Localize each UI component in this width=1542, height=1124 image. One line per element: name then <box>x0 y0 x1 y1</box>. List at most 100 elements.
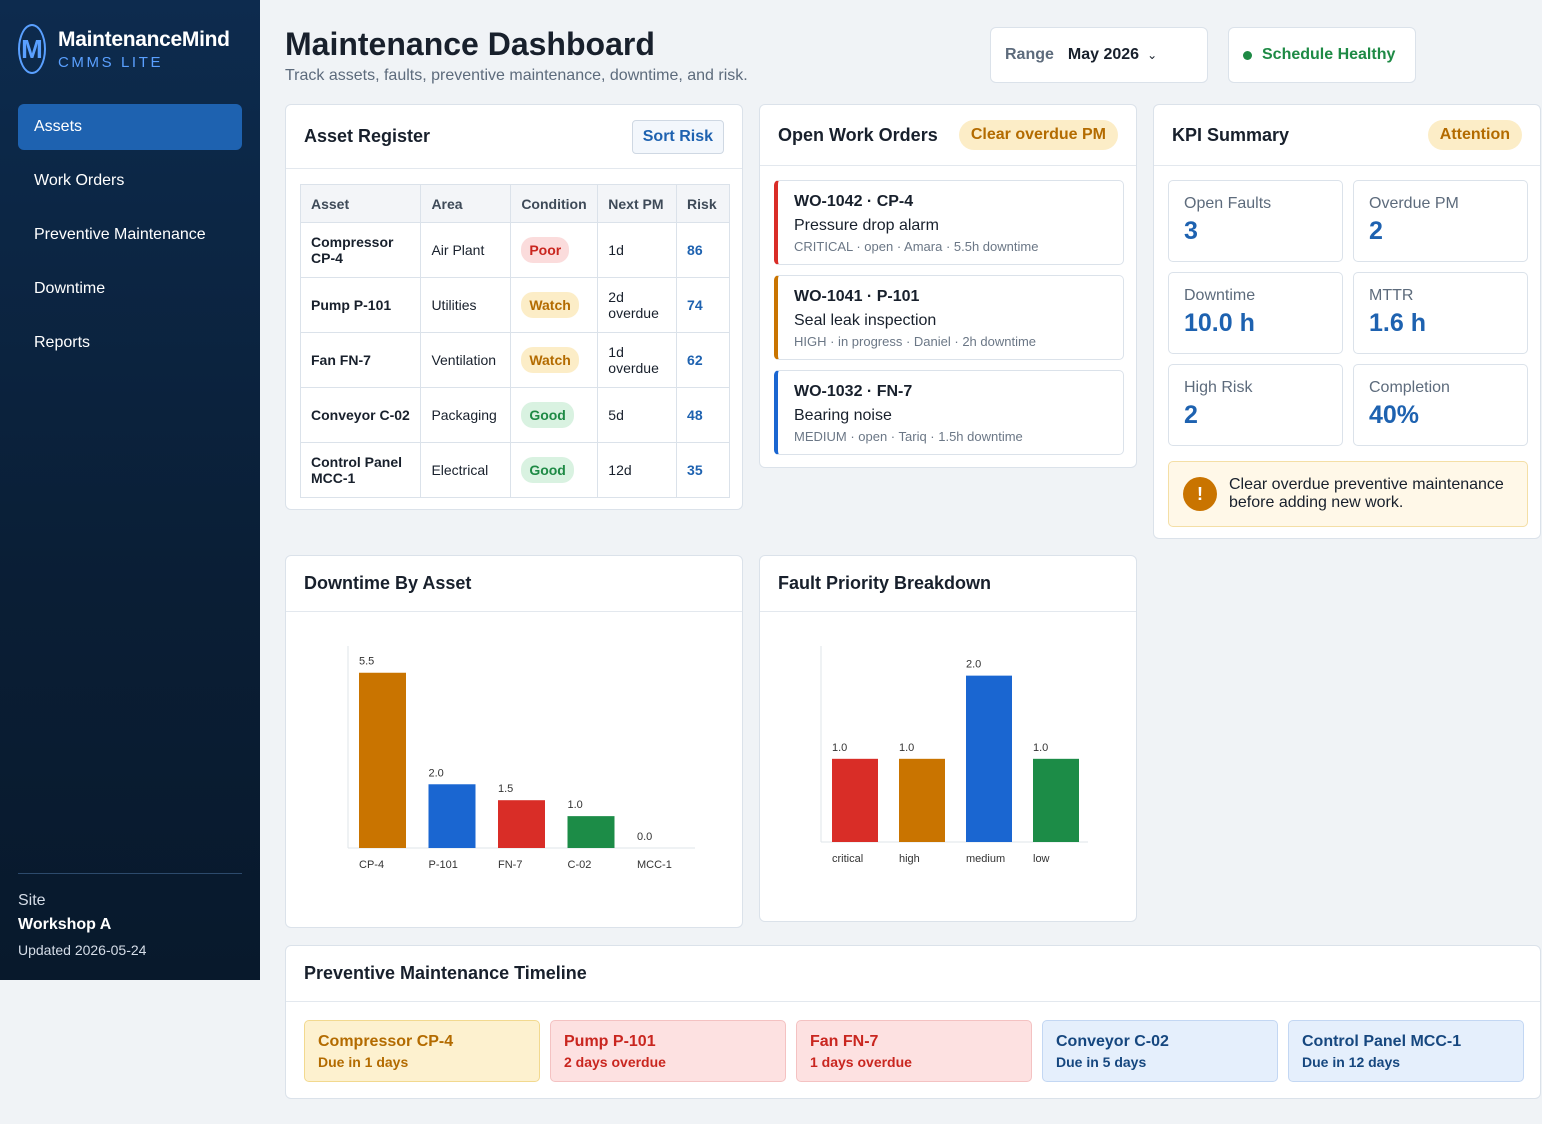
column-header-risk[interactable]: Risk <box>676 184 730 223</box>
condition-badge: Watch <box>521 292 579 318</box>
bar-CP-4[interactable] <box>359 672 406 848</box>
sidebar-item-preventive-maintenance[interactable]: Preventive Maintenance <box>34 226 206 243</box>
column-header-condition[interactable]: Condition <box>510 184 599 223</box>
work-order-id: WO-1032 · FN-7 <box>794 383 913 400</box>
alert-message: Clear overdue preventive maintenance bef… <box>1229 476 1504 511</box>
column-header-next-pm[interactable]: Next PM <box>597 184 678 223</box>
asset-area: Utilities <box>420 277 512 333</box>
bar-value-label: 1.5 <box>498 783 513 795</box>
kpi-status-badge: Attention <box>1427 120 1522 150</box>
bar-low[interactable] <box>1033 758 1079 842</box>
x-tick-label: MCC-1 <box>637 859 672 871</box>
table-row[interactable]: Control Panel MCC-1 Electrical Good 12d … <box>299 442 730 498</box>
next-pm: 2d overdue <box>597 277 678 333</box>
fault-priority-chart-card: Fault Priority Breakdown 1.0 critical 1.0 h… <box>759 555 1137 922</box>
timeline-item[interactable]: Control Panel MCC-1 Due in 12 days <box>1288 1020 1524 1082</box>
timeline-due: Due in 1 days <box>318 1054 409 1070</box>
warning-icon: ! <box>1183 477 1217 511</box>
work-order-item[interactable]: WO-1042 · CP-4 Pressure drop alarm CRITI… <box>774 180 1124 265</box>
clear-overdue-pm-button[interactable]: Clear overdue PM <box>958 120 1118 150</box>
timeline-item[interactable]: Conveyor C-02 Due in 5 days <box>1042 1020 1278 1082</box>
next-pm: 1d <box>597 222 678 278</box>
x-tick-label: CP-4 <box>359 859 384 871</box>
asset-area: Electrical <box>420 442 512 498</box>
bar-value-label: 2.0 <box>429 767 444 779</box>
table-row[interactable]: Compressor CP-4 Air Plant Poor 1d 86 <box>299 222 730 278</box>
kpi-label: MTTR <box>1369 287 1414 304</box>
timeline-due: Due in 5 days <box>1056 1054 1147 1070</box>
kpi-summary-title: KPI Summary <box>1172 124 1290 145</box>
x-tick-label: critical <box>832 853 863 865</box>
sidebar-item-assets[interactable]: Assets <box>18 104 242 150</box>
sidebar-item-reports[interactable]: Reports <box>34 334 91 351</box>
table-row[interactable]: Pump P-101 Utilities Watch 2d overdue 74 <box>299 277 730 333</box>
timeline-item[interactable]: Compressor CP-4 Due in 1 days <box>304 1020 540 1082</box>
bar-value-label: 1.0 <box>832 742 847 754</box>
brand-name: MaintenanceMind <box>58 27 230 51</box>
timeline-item[interactable]: Fan FN-7 1 days overdue <box>796 1020 1032 1082</box>
timeline-asset-name: Pump P-101 <box>564 1033 656 1050</box>
kpi-summary-card: KPI Summary Attention Open Faults 3 Over… <box>1153 104 1541 539</box>
risk-score: 48 <box>676 387 730 443</box>
bar-high[interactable] <box>899 758 945 842</box>
column-header-area[interactable]: Area <box>420 184 512 223</box>
column-header-asset[interactable]: Asset <box>299 184 422 223</box>
asset-register-card: Asset Register Sort Risk Asset Area Cond… <box>285 104 743 510</box>
bar-medium[interactable] <box>966 675 1012 842</box>
range-select[interactable]: Range May 2026 ⌄ <box>990 27 1208 83</box>
x-tick-label: low <box>1033 853 1050 865</box>
bar-value-label: 2.0 <box>966 659 981 671</box>
sort-risk-button[interactable]: Sort Risk <box>631 119 724 154</box>
work-order-item[interactable]: WO-1032 · FN-7 Bearing noise MEDIUM · op… <box>774 370 1124 455</box>
kpi-completion: Completion 40% <box>1353 364 1528 446</box>
brand-subtitle: CMMS LITE <box>58 53 164 71</box>
next-pm: 1d overdue <box>597 332 678 388</box>
schedule-status-label: Schedule Healthy <box>1262 46 1396 63</box>
downtime-chart-card: Downtime By Asset 5.5 CP-4 2.0 P-101 1.5 FN-7… <box>285 555 743 928</box>
x-tick-label: high <box>899 853 920 865</box>
sidebar-item-work-orders[interactable]: Work Orders <box>34 172 125 189</box>
condition-badge: Good <box>521 457 574 483</box>
range-label: Range <box>1005 46 1054 63</box>
asset-name: Compressor CP-4 <box>299 222 422 278</box>
bar-value-label: 1.0 <box>899 742 914 754</box>
risk-score: 62 <box>676 332 730 388</box>
work-order-item[interactable]: WO-1041 · P-101 Seal leak inspection HIG… <box>774 275 1124 360</box>
kpi-value: 10.0 h <box>1184 309 1255 337</box>
brand[interactable]: M MaintenanceMind CMMS LITE <box>18 24 230 74</box>
table-row[interactable]: Fan FN-7 Ventilation Watch 1d overdue 62 <box>299 332 730 388</box>
bar-C-02[interactable] <box>567 816 615 848</box>
next-pm: 12d <box>597 442 678 498</box>
table-row[interactable]: Conveyor C-02 Packaging Good 5d 48 <box>299 387 730 443</box>
kpi-value: 3 <box>1184 217 1198 245</box>
kpi-high-risk: High Risk 2 <box>1168 364 1343 446</box>
asset-name: Fan FN-7 <box>299 332 422 388</box>
timeline-asset-name: Compressor CP-4 <box>318 1033 454 1050</box>
asset-table: Asset Area Condition Next PM Risk Compre… <box>299 184 730 498</box>
bar-FN-7[interactable] <box>498 800 545 848</box>
bar-critical[interactable] <box>832 758 878 842</box>
condition-badge: Poor <box>521 237 570 263</box>
timeline-asset-name: Conveyor C-02 <box>1056 1033 1169 1050</box>
kpi-label: Completion <box>1369 379 1450 396</box>
sidebar: M MaintenanceMind CMMS LITE Assets Work … <box>0 0 260 980</box>
asset-area: Air Plant <box>420 222 512 278</box>
kpi-value: 40% <box>1369 401 1420 429</box>
kpi-value: 2 <box>1184 401 1198 429</box>
bar-P-101[interactable] <box>428 784 476 848</box>
asset-name: Control Panel MCC-1 <box>299 442 422 498</box>
site-info: Site Workshop A Updated 2026-05-24 <box>18 873 242 958</box>
timeline-due: 2 days overdue <box>564 1054 666 1070</box>
kpi-value: 2 <box>1369 217 1383 245</box>
page-subtitle: Track assets, faults, preventive mainten… <box>285 67 748 84</box>
page-title: Maintenance Dashboard <box>285 26 655 62</box>
site-name: Workshop A <box>18 916 112 933</box>
timeline-item[interactable]: Pump P-101 2 days overdue <box>550 1020 786 1082</box>
kpi-label: Overdue PM <box>1369 195 1459 212</box>
sidebar-item-downtime[interactable]: Downtime <box>34 280 106 297</box>
x-tick-label: C-02 <box>568 859 592 871</box>
sidebar-nav: Assets Work Orders Preventive Maintenanc… <box>18 104 242 374</box>
work-order-meta: HIGH · in progress · Daniel · 2h downtim… <box>794 334 1037 349</box>
kpi-mttr: MTTR 1.6 h <box>1353 272 1528 354</box>
risk-score: 74 <box>676 277 730 333</box>
